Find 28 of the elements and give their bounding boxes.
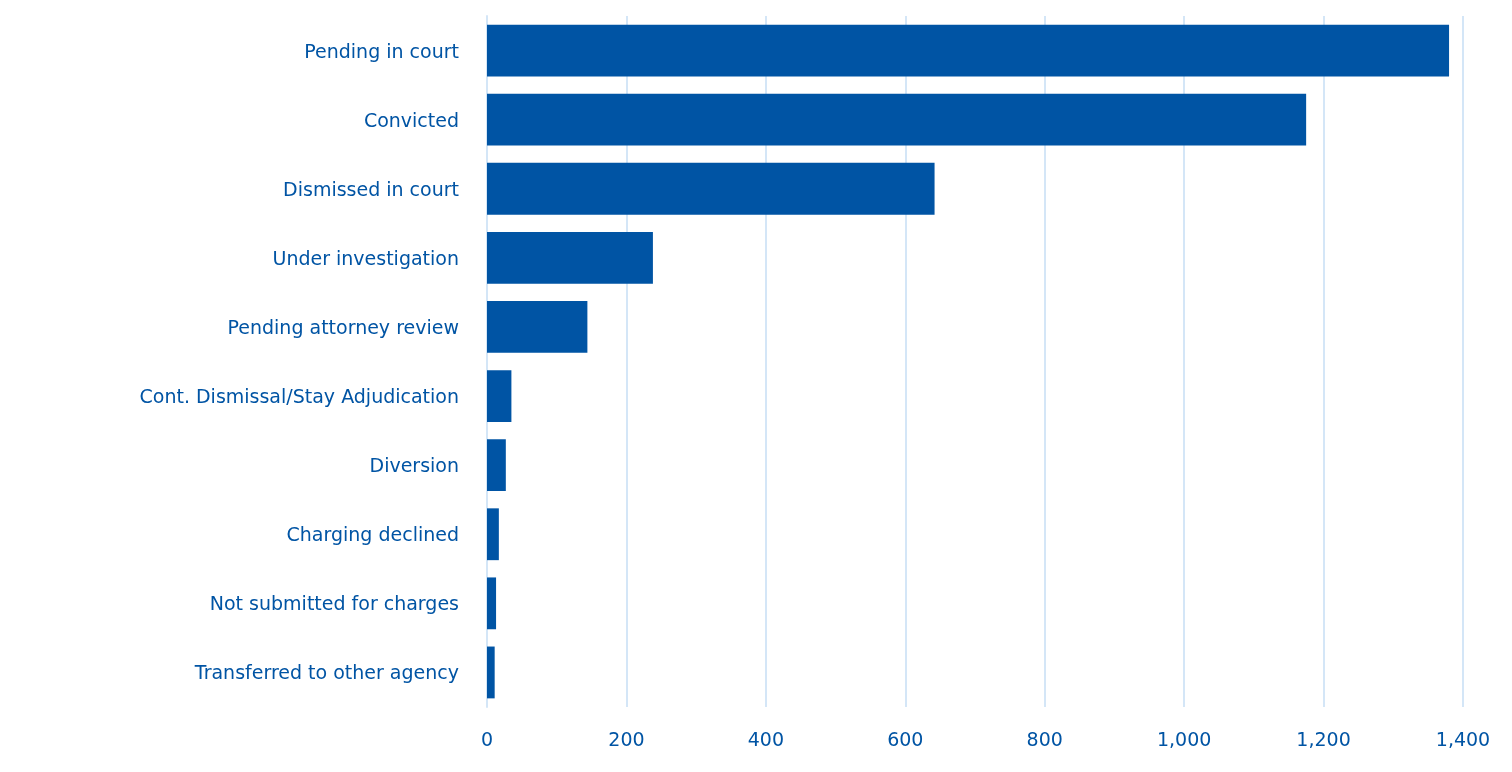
y-tick-label: Diversion <box>369 454 459 477</box>
y-tick-label: Transferred to other agency <box>193 661 459 684</box>
x-tick-label: 200 <box>608 727 645 750</box>
bar <box>487 162 935 215</box>
bar <box>487 301 588 353</box>
y-tick-label: Pending in court <box>304 39 459 62</box>
y-tick-label: Charging declined <box>286 523 459 546</box>
y-tick-label: Under investigation <box>272 246 459 269</box>
x-tick-label: 0 <box>480 727 494 750</box>
y-tick-label: Not submitted for charges <box>209 592 459 615</box>
bar <box>487 231 653 284</box>
y-tick-label: Convicted <box>363 108 459 131</box>
bar <box>487 370 512 422</box>
y-tick-label: Cont. Dismissal/Stay Adjudication <box>139 385 459 408</box>
x-tick-label: 400 <box>747 727 784 750</box>
x-tick-label: 1,000 <box>1156 727 1212 750</box>
x-tick-label: 600 <box>887 727 924 750</box>
x-tick-label: 800 <box>1026 727 1063 750</box>
bar <box>487 646 495 699</box>
x-tick-label: 1,200 <box>1296 727 1351 750</box>
y-tick-label: Pending attorney review <box>227 315 459 338</box>
x-tick-label: 1,400 <box>1435 727 1491 750</box>
bar <box>487 577 497 630</box>
bar <box>487 93 1307 146</box>
y-tick-label: Dismissed in court <box>283 177 459 200</box>
bar <box>487 439 506 492</box>
bar <box>487 508 499 561</box>
bar <box>487 24 1450 77</box>
